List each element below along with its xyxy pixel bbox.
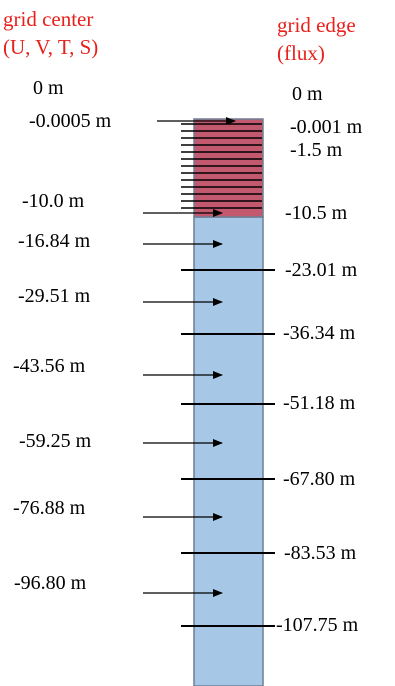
grid-center-variables: (U, V, T, S) xyxy=(3,35,99,59)
edge-label: -107.75 m xyxy=(276,614,359,636)
center-label: -96.80 m xyxy=(14,572,87,594)
center-label: -16.84 m xyxy=(18,230,91,252)
lower-layer-column xyxy=(193,216,264,686)
center-label: -43.56 m xyxy=(13,355,86,377)
edge-label: -83.53 m xyxy=(284,542,357,564)
upper-refined-layer xyxy=(193,118,264,218)
edge-label: -67.80 m xyxy=(283,468,356,490)
grid-edge-title: grid edge xyxy=(277,13,356,37)
center-label: -0.0005 m xyxy=(29,110,112,132)
edge-label: -23.01 m xyxy=(285,259,358,281)
edge-label: -0.001 m xyxy=(290,116,363,138)
center-label-surface: 0 m xyxy=(33,77,64,99)
edge-label: -10.5 m xyxy=(285,202,348,224)
lower-edge-ticks xyxy=(181,269,275,627)
center-label: -29.51 m xyxy=(18,285,91,307)
edge-label-surface: 0 m xyxy=(292,83,323,105)
edge-label: -36.34 m xyxy=(283,322,356,344)
center-label: -59.25 m xyxy=(19,430,92,452)
grid-edge-variables: (flux) xyxy=(277,41,325,65)
edge-label: -51.18 m xyxy=(283,392,356,414)
center-label: -76.88 m xyxy=(13,497,86,519)
center-label: -10.0 m xyxy=(22,190,85,212)
center-arrows xyxy=(143,117,236,597)
upper-edge-ticks xyxy=(181,123,262,209)
edge-label: -1.5 m xyxy=(290,139,343,161)
grid-center-title: grid center xyxy=(3,7,94,31)
